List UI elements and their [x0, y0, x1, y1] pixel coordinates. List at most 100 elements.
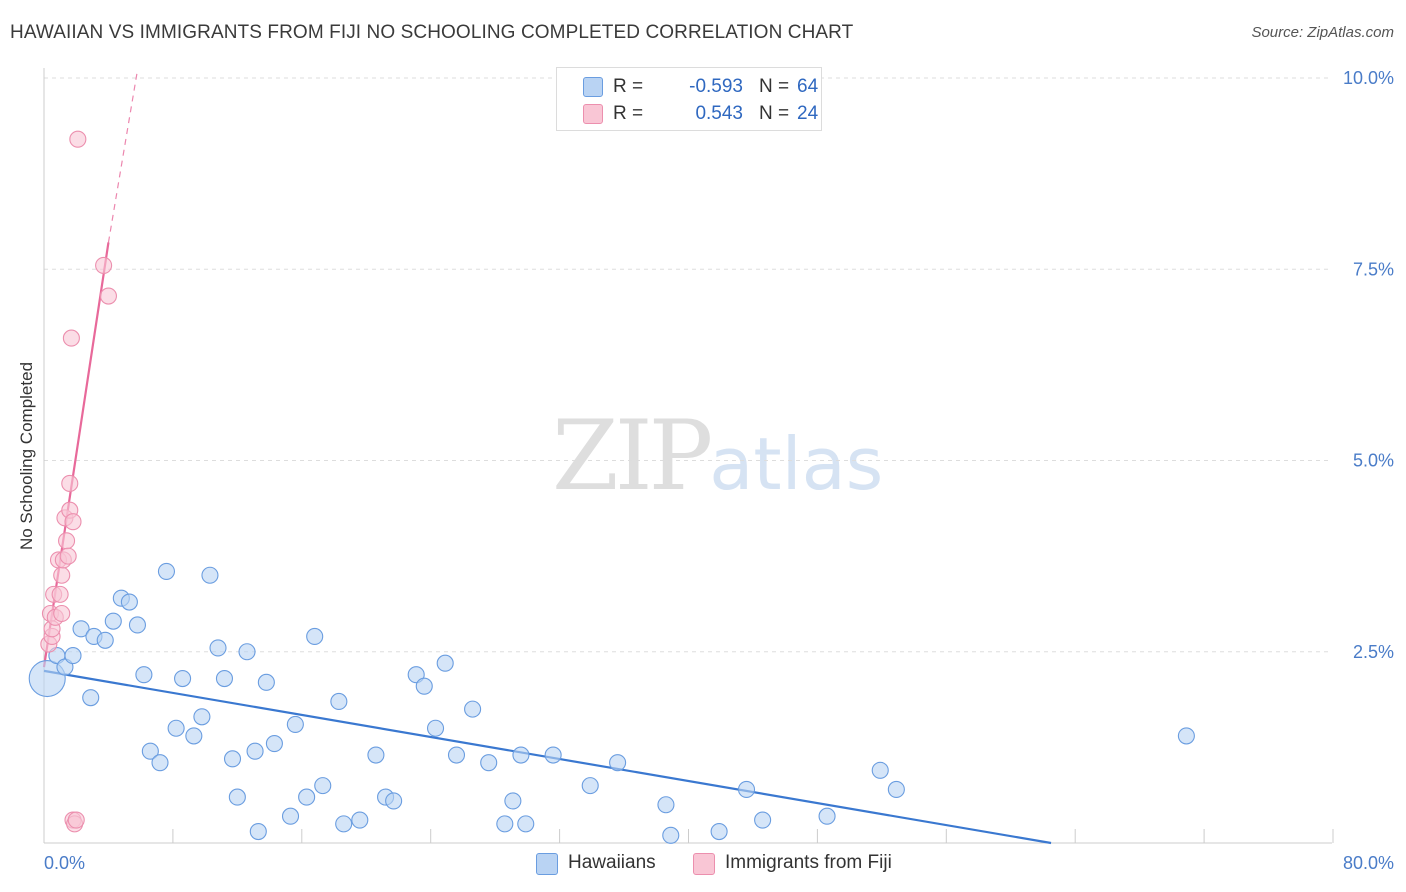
legend-n-value: 24	[797, 103, 819, 124]
point-hawaiians	[193, 708, 211, 726]
point-fiji	[99, 287, 117, 305]
point-fiji	[64, 513, 82, 531]
point-hawaiians	[104, 612, 122, 630]
legend-swatch-fiji	[583, 104, 603, 124]
point-hawaiians	[215, 669, 234, 688]
series-swatch-hawaiians	[536, 853, 558, 875]
watermark-zip: ZIP	[552, 400, 713, 512]
series-legend-label: Hawaiians	[568, 852, 656, 873]
point-hawaiians	[657, 796, 675, 814]
point-hawaiians	[157, 562, 176, 580]
legend-n-value: 64	[797, 76, 819, 97]
point-hawaiians	[581, 777, 599, 795]
watermark: ZIPatlas	[552, 400, 883, 512]
point-hawaiians	[887, 780, 905, 799]
point-hawaiians	[257, 673, 275, 691]
point-hawaiians	[281, 807, 300, 825]
point-hawaiians	[28, 659, 66, 698]
point-hawaiians	[662, 826, 680, 844]
legend-r-label: R =	[613, 103, 644, 124]
legend-n-label: N =	[759, 76, 790, 97]
point-hawaiians	[96, 631, 114, 649]
axes-layer	[43, 68, 1334, 844]
point-fiji	[95, 256, 113, 274]
point-hawaiians	[246, 742, 264, 760]
series-legend-label: Immigrants from Fiji	[725, 852, 892, 873]
point-hawaiians	[174, 669, 192, 688]
point-hawaiians	[818, 807, 836, 825]
point-hawaiians	[201, 566, 219, 584]
point-hawaiians	[72, 620, 90, 638]
legend-n-label: N =	[759, 103, 790, 124]
point-hawaiians	[128, 616, 147, 634]
point-fiji	[51, 585, 69, 603]
x-tick-label: 0.0%	[44, 853, 85, 873]
legend-r-label: R =	[613, 76, 644, 97]
point-hawaiians	[480, 754, 498, 772]
source-label: Source: ZipAtlas.com	[1251, 24, 1394, 41]
y-tick-label: 5.0%	[1353, 451, 1394, 471]
legend-swatch-hawaiians	[583, 77, 603, 97]
x-tick-label: 80.0%	[1343, 853, 1394, 873]
point-fiji	[58, 532, 76, 550]
chart-title: HAWAIIAN VS IMMIGRANTS FROM FIJI NO SCHO…	[10, 22, 854, 43]
point-fiji	[53, 566, 71, 584]
point-hawaiians	[385, 792, 403, 810]
point-hawaiians	[609, 754, 627, 772]
point-hawaiians	[544, 746, 562, 764]
point-hawaiians	[265, 734, 283, 753]
point-fiji	[59, 547, 77, 565]
point-hawaiians	[1177, 727, 1195, 745]
point-hawaiians	[496, 815, 514, 833]
point-hawaiians	[82, 689, 100, 707]
point-fiji	[69, 130, 87, 148]
point-hawaiians	[367, 746, 385, 764]
tick-labels-layer: 2.5% 5.0% 7.5% 10.0% 0.0% 80.0%	[44, 68, 1394, 873]
point-hawaiians	[228, 788, 246, 806]
point-hawaiians	[306, 627, 324, 646]
y-tick-label: 10.0%	[1343, 68, 1394, 88]
point-hawaiians	[335, 815, 353, 833]
point-hawaiians	[447, 746, 466, 764]
point-hawaiians	[249, 822, 267, 841]
point-hawaiians	[209, 639, 227, 657]
trend-layer	[42, 70, 1052, 845]
point-hawaiians	[512, 746, 530, 764]
point-hawaiians	[135, 666, 153, 684]
points-layer	[28, 130, 1195, 844]
point-hawaiians	[298, 788, 316, 806]
point-fiji	[62, 329, 80, 347]
point-hawaiians	[415, 677, 433, 695]
point-hawaiians	[504, 792, 522, 810]
point-hawaiians	[330, 692, 348, 711]
point-fiji	[67, 811, 85, 829]
y-tick-label: 7.5%	[1353, 259, 1394, 279]
legend-r-value: -0.593	[689, 76, 743, 97]
point-hawaiians	[64, 647, 82, 665]
point-hawaiians	[871, 761, 889, 779]
point-hawaiians	[351, 811, 369, 829]
trend-line-fiji	[42, 242, 110, 668]
point-hawaiians	[426, 719, 445, 737]
point-hawaiians	[517, 815, 535, 833]
point-hawaiians	[314, 777, 332, 795]
point-hawaiians	[238, 643, 256, 661]
point-hawaiians	[167, 719, 185, 737]
point-hawaiians	[754, 811, 772, 829]
point-hawaiians	[141, 742, 159, 760]
point-hawaiians	[223, 750, 242, 768]
trend-line-fiji-extension	[107, 70, 139, 243]
point-hawaiians	[151, 754, 169, 772]
point-fiji	[53, 604, 71, 623]
point-hawaiians	[120, 593, 138, 611]
legend-r-value: 0.543	[695, 103, 743, 124]
point-hawaiians	[464, 700, 482, 718]
point-hawaiians	[185, 727, 203, 745]
y-tick-label: 2.5%	[1353, 642, 1394, 662]
series-swatch-fiji	[693, 853, 715, 875]
correlation-legend: R = -0.593 N = 64 R = 0.543 N = 24	[556, 67, 822, 131]
point-fiji	[61, 474, 79, 493]
point-hawaiians	[710, 822, 728, 841]
series-legend: Hawaiians Immigrants from Fiji	[0, 852, 1406, 878]
